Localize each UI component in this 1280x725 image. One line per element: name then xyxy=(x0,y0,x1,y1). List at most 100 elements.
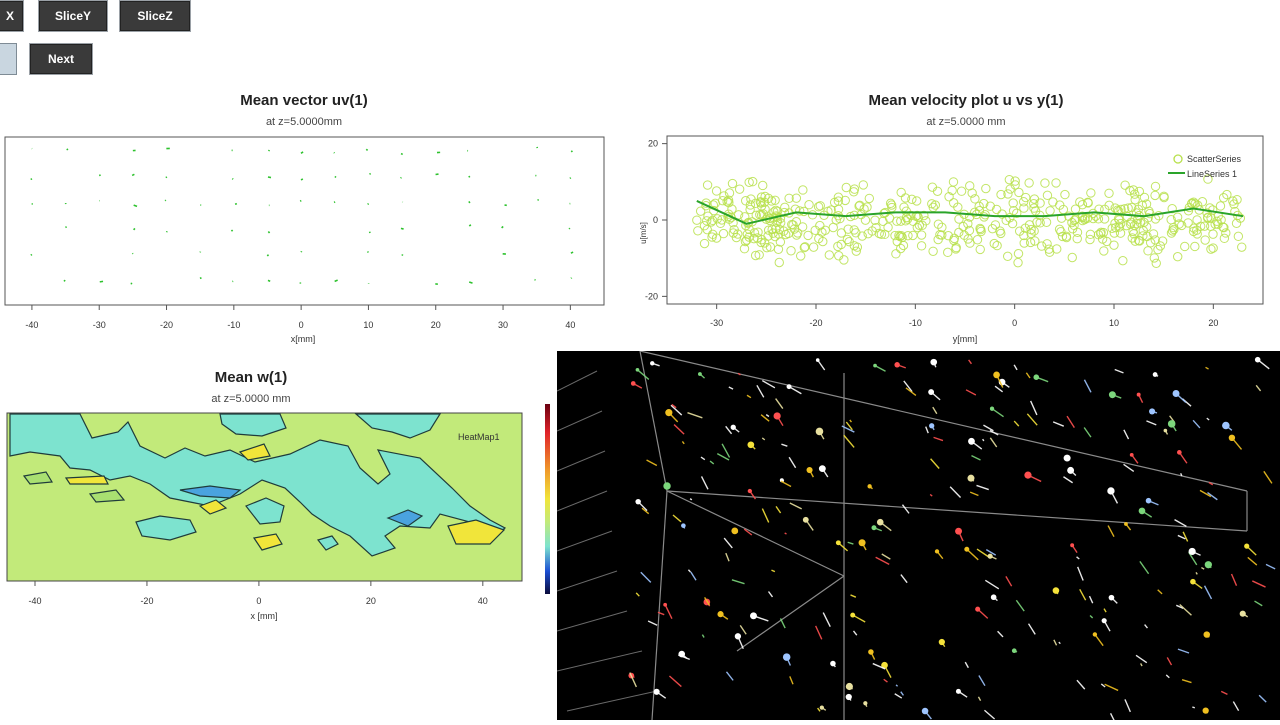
particle-track xyxy=(1090,596,1093,603)
vector-title: Mean vector uv(1) xyxy=(154,92,454,109)
velocity-y-tick-label: 0 xyxy=(653,215,658,225)
vector-x-tick-label: 10 xyxy=(363,320,373,330)
vector-arrow xyxy=(570,178,571,179)
particle-track xyxy=(790,676,793,684)
particle-track xyxy=(1145,625,1148,629)
vector-arrow xyxy=(469,201,470,202)
particle xyxy=(846,694,852,700)
velocity-x-tick-label: 20 xyxy=(1208,318,1218,328)
slicex-button[interactable]: X xyxy=(0,0,24,32)
particle-track xyxy=(1178,535,1186,538)
vector-arrow xyxy=(166,177,167,178)
heat-x-tick-label: 40 xyxy=(478,596,488,606)
velocity-x-tick-label: -20 xyxy=(809,318,822,328)
particle-track xyxy=(710,461,714,464)
particle xyxy=(930,359,937,366)
slicez-button[interactable]: SliceZ xyxy=(119,0,191,32)
vector-arrow xyxy=(67,149,68,150)
vector-arrow xyxy=(132,174,134,175)
particle-track xyxy=(724,538,732,548)
particle-track xyxy=(1125,699,1130,711)
particle-track xyxy=(1006,576,1012,586)
particle xyxy=(964,547,969,552)
particle-track xyxy=(781,444,787,446)
particle xyxy=(663,603,667,607)
velocity-y-ticks: 200-20 xyxy=(645,139,667,302)
particle-track xyxy=(674,425,684,435)
3d-particle-view[interactable] xyxy=(557,351,1280,720)
slicey-button[interactable]: SliceY xyxy=(38,0,108,32)
particle xyxy=(663,482,670,489)
particle-track xyxy=(780,618,785,628)
particle xyxy=(1146,498,1152,504)
velocity-x-tick-label: 0 xyxy=(1012,318,1017,328)
vector-arrow xyxy=(269,150,270,151)
vector-arrow xyxy=(335,176,336,177)
particle-track xyxy=(1014,421,1019,426)
particle-track xyxy=(970,492,978,495)
vector-arrow xyxy=(335,280,338,281)
colorbar-gradient xyxy=(545,404,550,594)
particle xyxy=(748,489,752,493)
particle xyxy=(681,523,686,528)
particle-track xyxy=(1090,616,1093,618)
particle xyxy=(868,649,874,655)
box-inner-diagonal xyxy=(667,491,844,576)
particle-track xyxy=(637,370,648,380)
particle-track xyxy=(1248,557,1257,565)
particle-track xyxy=(1084,427,1091,437)
particle-track xyxy=(1158,590,1162,594)
particle xyxy=(1109,595,1115,601)
particle-track xyxy=(1104,609,1106,612)
particle xyxy=(993,372,1000,379)
particle-track xyxy=(1031,401,1037,415)
particle xyxy=(654,689,660,695)
particle-track xyxy=(933,407,937,414)
heat-x-tick-label: 20 xyxy=(366,596,376,606)
particle xyxy=(806,467,812,473)
vector-arrow xyxy=(366,149,367,150)
particle-track xyxy=(687,413,702,418)
particle xyxy=(1064,455,1071,462)
particle xyxy=(830,661,836,667)
particle-track xyxy=(990,438,996,447)
particle-track xyxy=(790,503,802,509)
particle xyxy=(975,607,980,612)
box-left-edge-1 xyxy=(640,351,667,491)
particle-track xyxy=(950,487,960,498)
heat-colorbar xyxy=(543,404,553,594)
particle-track xyxy=(1014,365,1017,370)
particle xyxy=(877,519,884,526)
particle xyxy=(1109,391,1116,398)
vector-arrow xyxy=(100,281,103,282)
particle xyxy=(819,465,826,472)
previous-button[interactable] xyxy=(0,43,17,75)
particle xyxy=(1229,435,1235,441)
particle-track xyxy=(1080,589,1086,600)
particle-track xyxy=(990,430,998,434)
particle-track xyxy=(1233,702,1238,711)
particle-track xyxy=(762,509,768,523)
particle-track xyxy=(1266,564,1275,569)
particle xyxy=(750,612,757,619)
particle-track xyxy=(979,675,985,685)
vector-x-tick-label: 30 xyxy=(498,320,508,330)
particle-track xyxy=(850,420,852,422)
particle-track xyxy=(641,572,651,582)
particle xyxy=(939,639,945,645)
particle-track xyxy=(771,570,774,572)
particle-track xyxy=(1124,464,1134,471)
next-button[interactable]: Next xyxy=(29,43,93,75)
vector-arrow xyxy=(401,178,402,179)
particle-track xyxy=(1026,373,1030,378)
particle-track xyxy=(1108,526,1114,537)
particle-track xyxy=(726,672,733,681)
particle-track xyxy=(1256,385,1260,391)
yellow-region-2 xyxy=(66,476,108,484)
particle-track xyxy=(1167,657,1171,665)
particle-track xyxy=(818,708,820,711)
